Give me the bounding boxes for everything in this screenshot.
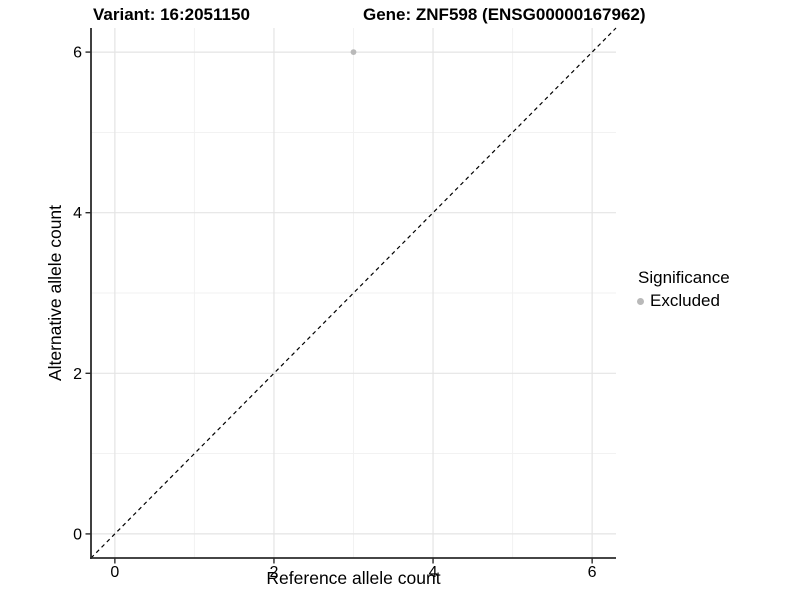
legend-label: Excluded: [650, 291, 720, 310]
y-tick-label: 6: [73, 45, 82, 62]
y-tick-label: 4: [73, 205, 82, 222]
x-tick-label: 6: [588, 564, 597, 581]
legend-items: Excluded: [634, 291, 730, 311]
legend: Significance Excluded: [634, 268, 730, 311]
y-axis-title: Alternative allele count: [45, 204, 65, 382]
variant-title: Variant: 16:2051150: [93, 5, 250, 24]
x-axis-title: Reference allele count: [266, 568, 441, 588]
y-tick-label: 0: [73, 526, 82, 543]
legend-key-dot-icon: [637, 297, 644, 305]
x-tick-label: 0: [110, 564, 119, 581]
x-tick-label: 2: [270, 564, 279, 581]
legend-item: Excluded: [634, 291, 730, 311]
data-point: [350, 49, 357, 55]
x-tick-label: 4: [429, 564, 438, 581]
y-tick-label: 2: [73, 366, 82, 383]
gene-title: Gene: ZNF598 (ENSG00000167962): [363, 5, 646, 24]
legend-title: Significance: [638, 268, 730, 287]
